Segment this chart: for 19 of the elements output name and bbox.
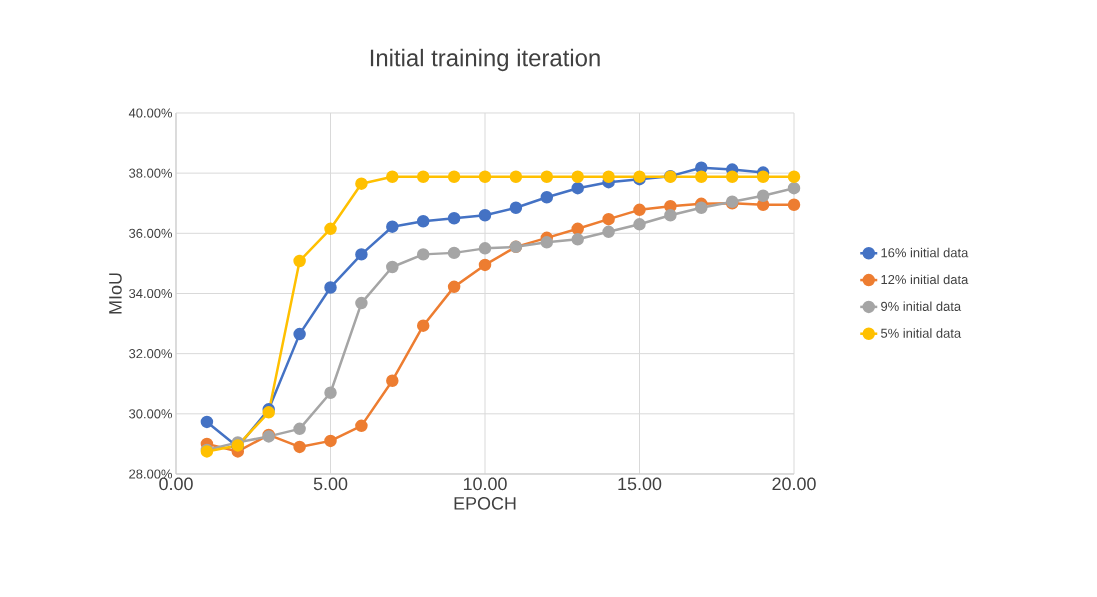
y-tick-label: 32.00% [129, 349, 173, 359]
x-tick-label: 0.00 [159, 477, 193, 491]
chart-title: Initial training iteration [370, 48, 600, 72]
x-tick-label: 15.00 [618, 477, 662, 491]
legend-label: 16% initial data [881, 247, 969, 258]
y-tick-label: 28.00% [129, 469, 173, 479]
y-tick-label: 30.00% [129, 409, 173, 419]
x-axis-title: EPOCH [454, 497, 516, 510]
y-tick-label: 38.00% [129, 168, 173, 178]
y-tick-label: 40.00% [128, 108, 173, 118]
legend-label: 9% initial data [881, 301, 962, 311]
legend-label: 12% initial data [881, 274, 969, 285]
legend-label: 5% initial data [881, 328, 962, 338]
x-tick-label: 5.00 [313, 477, 348, 491]
y-tick-label: 36.00% [129, 228, 173, 238]
x-tick-label: 10.00 [463, 477, 507, 491]
y-tick-label: 34.00% [129, 288, 173, 299]
x-tick-label: 20.00 [772, 477, 816, 491]
y-axis-title: MIoU [109, 273, 122, 314]
